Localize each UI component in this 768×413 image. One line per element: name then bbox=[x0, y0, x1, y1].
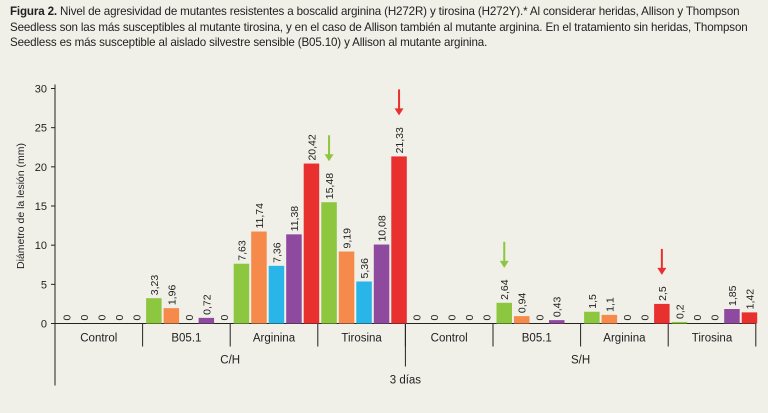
data-label: 0 bbox=[482, 315, 494, 321]
y-axis-title: Diámetro de la lesión (mm) bbox=[15, 143, 27, 269]
data-label: 20,42 bbox=[306, 134, 318, 160]
arrow-head-icon bbox=[499, 260, 509, 268]
arrow-head-icon bbox=[657, 267, 667, 275]
data-label: 0,2 bbox=[674, 304, 686, 319]
bar bbox=[268, 265, 285, 324]
data-label: 0 bbox=[464, 315, 476, 321]
data-label: 0 bbox=[114, 315, 126, 321]
data-label: 11,38 bbox=[289, 206, 301, 232]
data-label: 0 bbox=[412, 315, 424, 321]
figure-caption: Figura 2. Nivel de agresividad de mutant… bbox=[10, 4, 762, 51]
y-tick-label: 30 bbox=[35, 84, 47, 96]
bar bbox=[321, 202, 337, 324]
bar bbox=[286, 234, 302, 324]
x-category-label: B05.1 bbox=[522, 333, 552, 345]
data-label: 1,42 bbox=[744, 289, 756, 310]
x-category-label: Tirosina bbox=[692, 333, 733, 345]
bar bbox=[584, 311, 600, 324]
data-label: 15,48 bbox=[324, 173, 336, 199]
bar bbox=[391, 156, 407, 324]
x-group-label: C/H bbox=[220, 355, 240, 367]
data-label: 0 bbox=[622, 315, 634, 321]
y-tick-label: 20 bbox=[35, 162, 47, 174]
x-category-label: Arginina bbox=[253, 333, 296, 345]
caption-label: Figura 2. bbox=[10, 5, 57, 18]
data-label: 0,43 bbox=[552, 297, 564, 318]
data-label: 0 bbox=[61, 315, 73, 321]
x-group-label: S/H bbox=[571, 355, 590, 367]
bar bbox=[338, 251, 355, 324]
data-label: 0 bbox=[429, 315, 441, 321]
y-tick-label: 25 bbox=[35, 123, 47, 135]
data-label: 0 bbox=[692, 315, 704, 321]
bar bbox=[303, 163, 320, 324]
data-label: 2,64 bbox=[499, 279, 511, 300]
bar bbox=[251, 231, 267, 324]
bar bbox=[198, 317, 215, 324]
data-label: 0 bbox=[639, 315, 651, 321]
data-label: 3,23 bbox=[149, 275, 161, 296]
data-label: 1,1 bbox=[604, 297, 616, 312]
data-label: 0 bbox=[79, 315, 91, 321]
data-label: 0 bbox=[709, 315, 721, 321]
bar bbox=[496, 302, 512, 324]
data-label: 0,72 bbox=[201, 294, 213, 315]
bar bbox=[549, 320, 565, 324]
data-label: 0 bbox=[131, 315, 143, 321]
x-category-label: B05.1 bbox=[171, 333, 201, 345]
y-tick-label: 0 bbox=[41, 319, 47, 331]
bar bbox=[654, 303, 670, 324]
data-label: 1,85 bbox=[727, 285, 739, 306]
bar bbox=[356, 281, 372, 324]
bar bbox=[163, 308, 180, 324]
x-category-label: Tirosina bbox=[341, 333, 382, 345]
data-label: 1,96 bbox=[166, 285, 178, 306]
bar bbox=[724, 309, 740, 324]
bar bbox=[233, 263, 250, 324]
data-label: 9,19 bbox=[342, 228, 354, 249]
bar bbox=[671, 321, 688, 324]
data-label: 0 bbox=[219, 315, 231, 321]
bar bbox=[741, 312, 758, 324]
y-tick-label: 10 bbox=[35, 240, 47, 252]
bar bbox=[373, 244, 390, 324]
arrow-head-icon bbox=[394, 108, 404, 116]
data-label: 7,36 bbox=[271, 242, 283, 263]
x-axis-title: 3 días bbox=[390, 375, 422, 387]
bar bbox=[601, 314, 618, 324]
data-label: 0 bbox=[534, 315, 546, 321]
data-label: 7,63 bbox=[236, 240, 248, 261]
arrow-head-icon bbox=[324, 154, 334, 162]
caption-text: Nivel de agresividad de mutantes resiste… bbox=[10, 5, 748, 50]
data-label: 21,33 bbox=[394, 127, 406, 153]
x-category-label: Control bbox=[431, 333, 468, 345]
bar bbox=[146, 298, 162, 324]
data-label: 5,36 bbox=[359, 258, 371, 279]
y-tick-label: 5 bbox=[41, 279, 47, 291]
data-label: 10,08 bbox=[377, 215, 389, 241]
data-label: 0 bbox=[184, 315, 196, 321]
data-label: 11,74 bbox=[254, 203, 266, 229]
data-label: 1,5 bbox=[587, 294, 599, 309]
data-label: 0,94 bbox=[517, 293, 529, 314]
y-tick-label: 15 bbox=[35, 201, 47, 213]
data-label: 2,5 bbox=[657, 286, 669, 301]
data-label: 0 bbox=[447, 315, 459, 321]
x-category-label: Control bbox=[80, 333, 117, 345]
data-label: 0 bbox=[96, 315, 108, 321]
bar bbox=[514, 316, 530, 324]
x-category-label: Arginina bbox=[603, 333, 646, 345]
